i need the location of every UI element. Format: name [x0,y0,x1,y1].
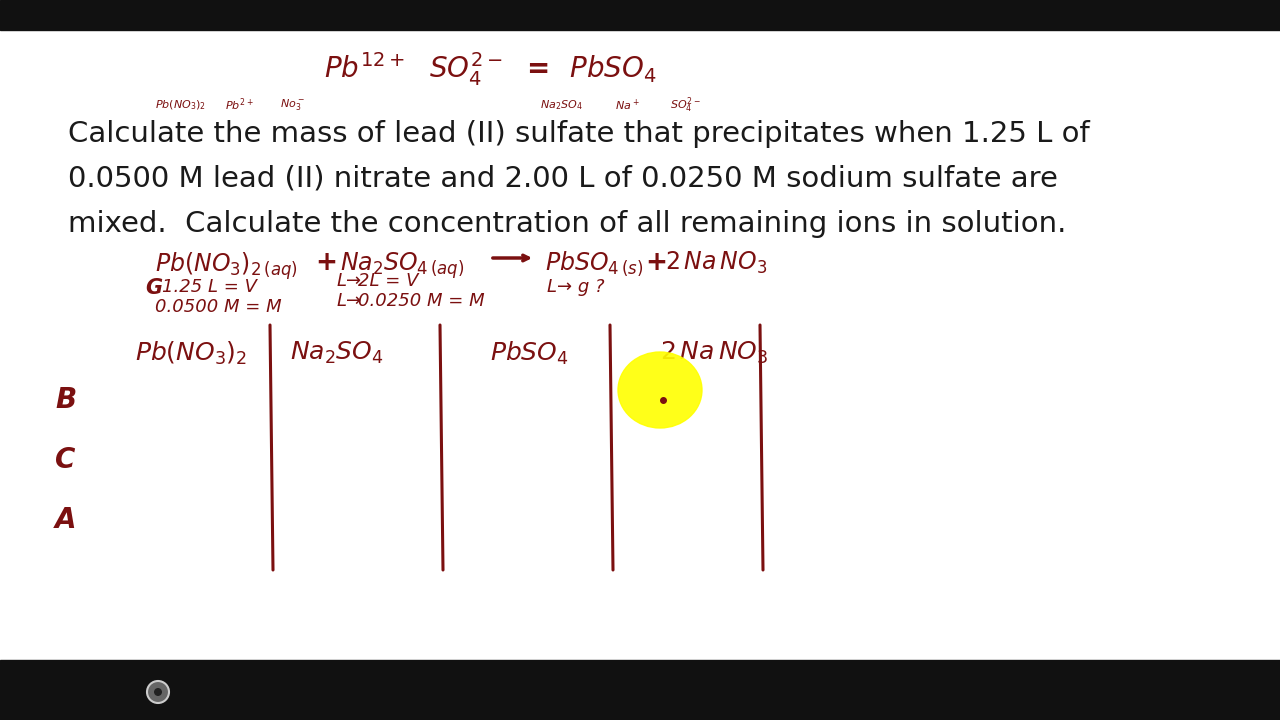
Bar [0,660,1280,720]
Text: $PbSO_{4\,(s)}$: $PbSO_{4\,(s)}$ [545,250,643,279]
Text: SCREENCAST: SCREENCAST [15,683,147,701]
Text: C: C [55,446,76,474]
Text: $No_3^-$: $No_3^-$ [280,97,305,112]
Ellipse shape [618,352,701,428]
Text: 1.25 L = V: 1.25 L = V [163,278,257,296]
Text: L→: L→ [337,292,362,310]
Text: L→ g ?: L→ g ? [547,278,604,296]
Text: Recorded with: Recorded with [15,666,84,676]
Text: $SO_4^{2-}$: $SO_4^{2-}$ [669,95,700,114]
Text: L→: L→ [337,272,362,290]
Text: mixed.  Calculate the concentration of all remaining ions in solution.: mixed. Calculate the concentration of al… [68,210,1066,238]
Text: B: B [55,386,76,414]
Text: $Na_2SO_4$: $Na_2SO_4$ [291,340,384,366]
Text: 2L = V: 2L = V [358,272,419,290]
Text: $PbSO_4$: $PbSO_4$ [490,340,568,367]
Text: $2\,Na\,NO_3$: $2\,Na\,NO_3$ [666,250,767,276]
Bar [0,0,1280,30]
Text: $Pb(NO_3)_2$: $Pb(NO_3)_2$ [134,340,247,367]
Text: +: + [645,250,667,276]
Text: $Pb(NO_3)_2$: $Pb(NO_3)_2$ [155,98,206,112]
Text: MATIC: MATIC [172,683,234,701]
Text: $Pb(NO_3)_{2\,(aq)}$: $Pb(NO_3)_{2\,(aq)}$ [155,250,298,282]
Text: $Na_2SO_4$: $Na_2SO_4$ [540,98,582,112]
Text: G: G [145,278,163,298]
Text: $Pb^{12+}$  $SO_4^{2-}$  =  $PbSO_4$: $Pb^{12+}$ $SO_4^{2-}$ = $PbSO_4$ [324,50,657,88]
Ellipse shape [154,688,163,696]
Text: +: + [315,250,337,276]
Text: Calculate the mass of lead (II) sulfate that precipitates when 1.25 L of: Calculate the mass of lead (II) sulfate … [68,120,1089,148]
Text: $2\,Na\,NO_3$: $2\,Na\,NO_3$ [660,340,768,366]
Text: 0.0500 M = M: 0.0500 M = M [155,298,282,316]
Text: $Na_2SO_{4\,(aq)}$: $Na_2SO_{4\,(aq)}$ [340,250,465,281]
Text: $Na^+$: $Na^+$ [614,97,640,112]
Text: 0.0250 M = M: 0.0250 M = M [358,292,485,310]
Text: $Pb^{2+}$: $Pb^{2+}$ [225,96,253,113]
Ellipse shape [147,681,169,703]
Text: 0.0500 M lead (II) nitrate and 2.00 L of 0.0250 M sodium sulfate are: 0.0500 M lead (II) nitrate and 2.00 L of… [68,165,1057,193]
Text: A: A [55,506,77,534]
